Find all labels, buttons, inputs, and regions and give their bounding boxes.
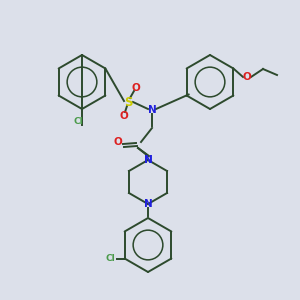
Text: N: N: [148, 105, 156, 115]
Text: O: O: [114, 137, 122, 147]
Text: O: O: [120, 111, 128, 121]
Text: O: O: [243, 72, 251, 82]
Text: Cl: Cl: [106, 254, 116, 263]
Text: N: N: [144, 199, 152, 209]
Text: O: O: [132, 83, 140, 93]
Text: N: N: [144, 155, 152, 165]
Text: Cl: Cl: [73, 116, 83, 125]
Text: S: S: [124, 95, 132, 109]
Text: N: N: [144, 155, 152, 165]
